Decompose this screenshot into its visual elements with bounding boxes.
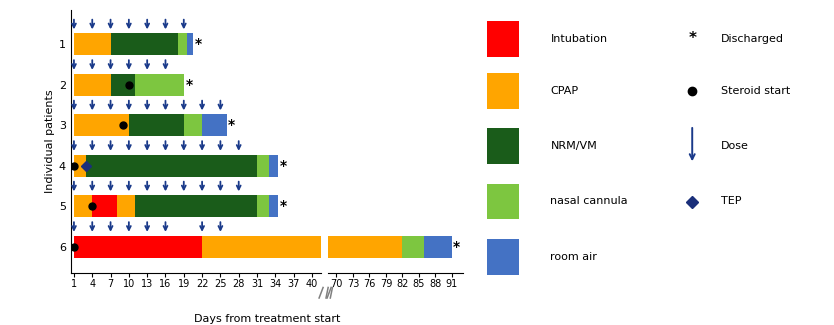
Text: *: * — [194, 37, 202, 51]
Text: NRM/VM: NRM/VM — [550, 141, 597, 151]
FancyBboxPatch shape — [486, 184, 519, 219]
Text: Steroid start: Steroid start — [721, 86, 790, 96]
Text: *: * — [280, 159, 287, 173]
Bar — [202, 114, 227, 136]
Bar — [111, 33, 178, 55]
Bar — [93, 195, 117, 217]
Bar — [187, 33, 193, 55]
FancyBboxPatch shape — [486, 21, 519, 57]
FancyBboxPatch shape — [486, 239, 519, 275]
Bar — [257, 195, 269, 217]
Bar — [74, 195, 93, 217]
Bar — [74, 33, 111, 55]
Text: *: * — [688, 32, 696, 46]
Bar — [111, 73, 135, 96]
Bar — [257, 155, 269, 177]
FancyBboxPatch shape — [486, 73, 519, 109]
Text: *: * — [228, 118, 235, 132]
Text: *: * — [453, 240, 460, 254]
Bar — [183, 114, 202, 136]
Text: Dose: Dose — [721, 141, 748, 151]
Bar — [328, 236, 402, 258]
Y-axis label: Individual patients: Individual patients — [45, 90, 55, 193]
FancyBboxPatch shape — [486, 128, 519, 164]
Bar — [86, 155, 257, 177]
Text: Intubation: Intubation — [550, 34, 607, 44]
Bar — [74, 73, 111, 96]
Text: Days from treatment start: Days from treatment start — [193, 314, 340, 324]
Text: *: * — [185, 78, 193, 92]
Bar — [178, 33, 187, 55]
Bar — [202, 236, 321, 258]
Bar — [74, 236, 202, 258]
Bar — [74, 114, 129, 136]
Text: nasal cannula: nasal cannula — [550, 197, 628, 206]
Bar — [269, 195, 279, 217]
Bar — [269, 155, 279, 177]
Text: CPAP: CPAP — [550, 86, 579, 96]
Bar — [74, 155, 86, 177]
Text: *: * — [280, 199, 287, 213]
Text: TEP: TEP — [721, 197, 741, 206]
Bar — [402, 236, 425, 258]
Text: room air: room air — [550, 252, 597, 262]
Bar — [425, 236, 452, 258]
Bar — [135, 195, 257, 217]
Bar — [129, 114, 183, 136]
Bar — [135, 73, 183, 96]
Bar — [117, 195, 135, 217]
Text: Discharged: Discharged — [721, 34, 784, 44]
